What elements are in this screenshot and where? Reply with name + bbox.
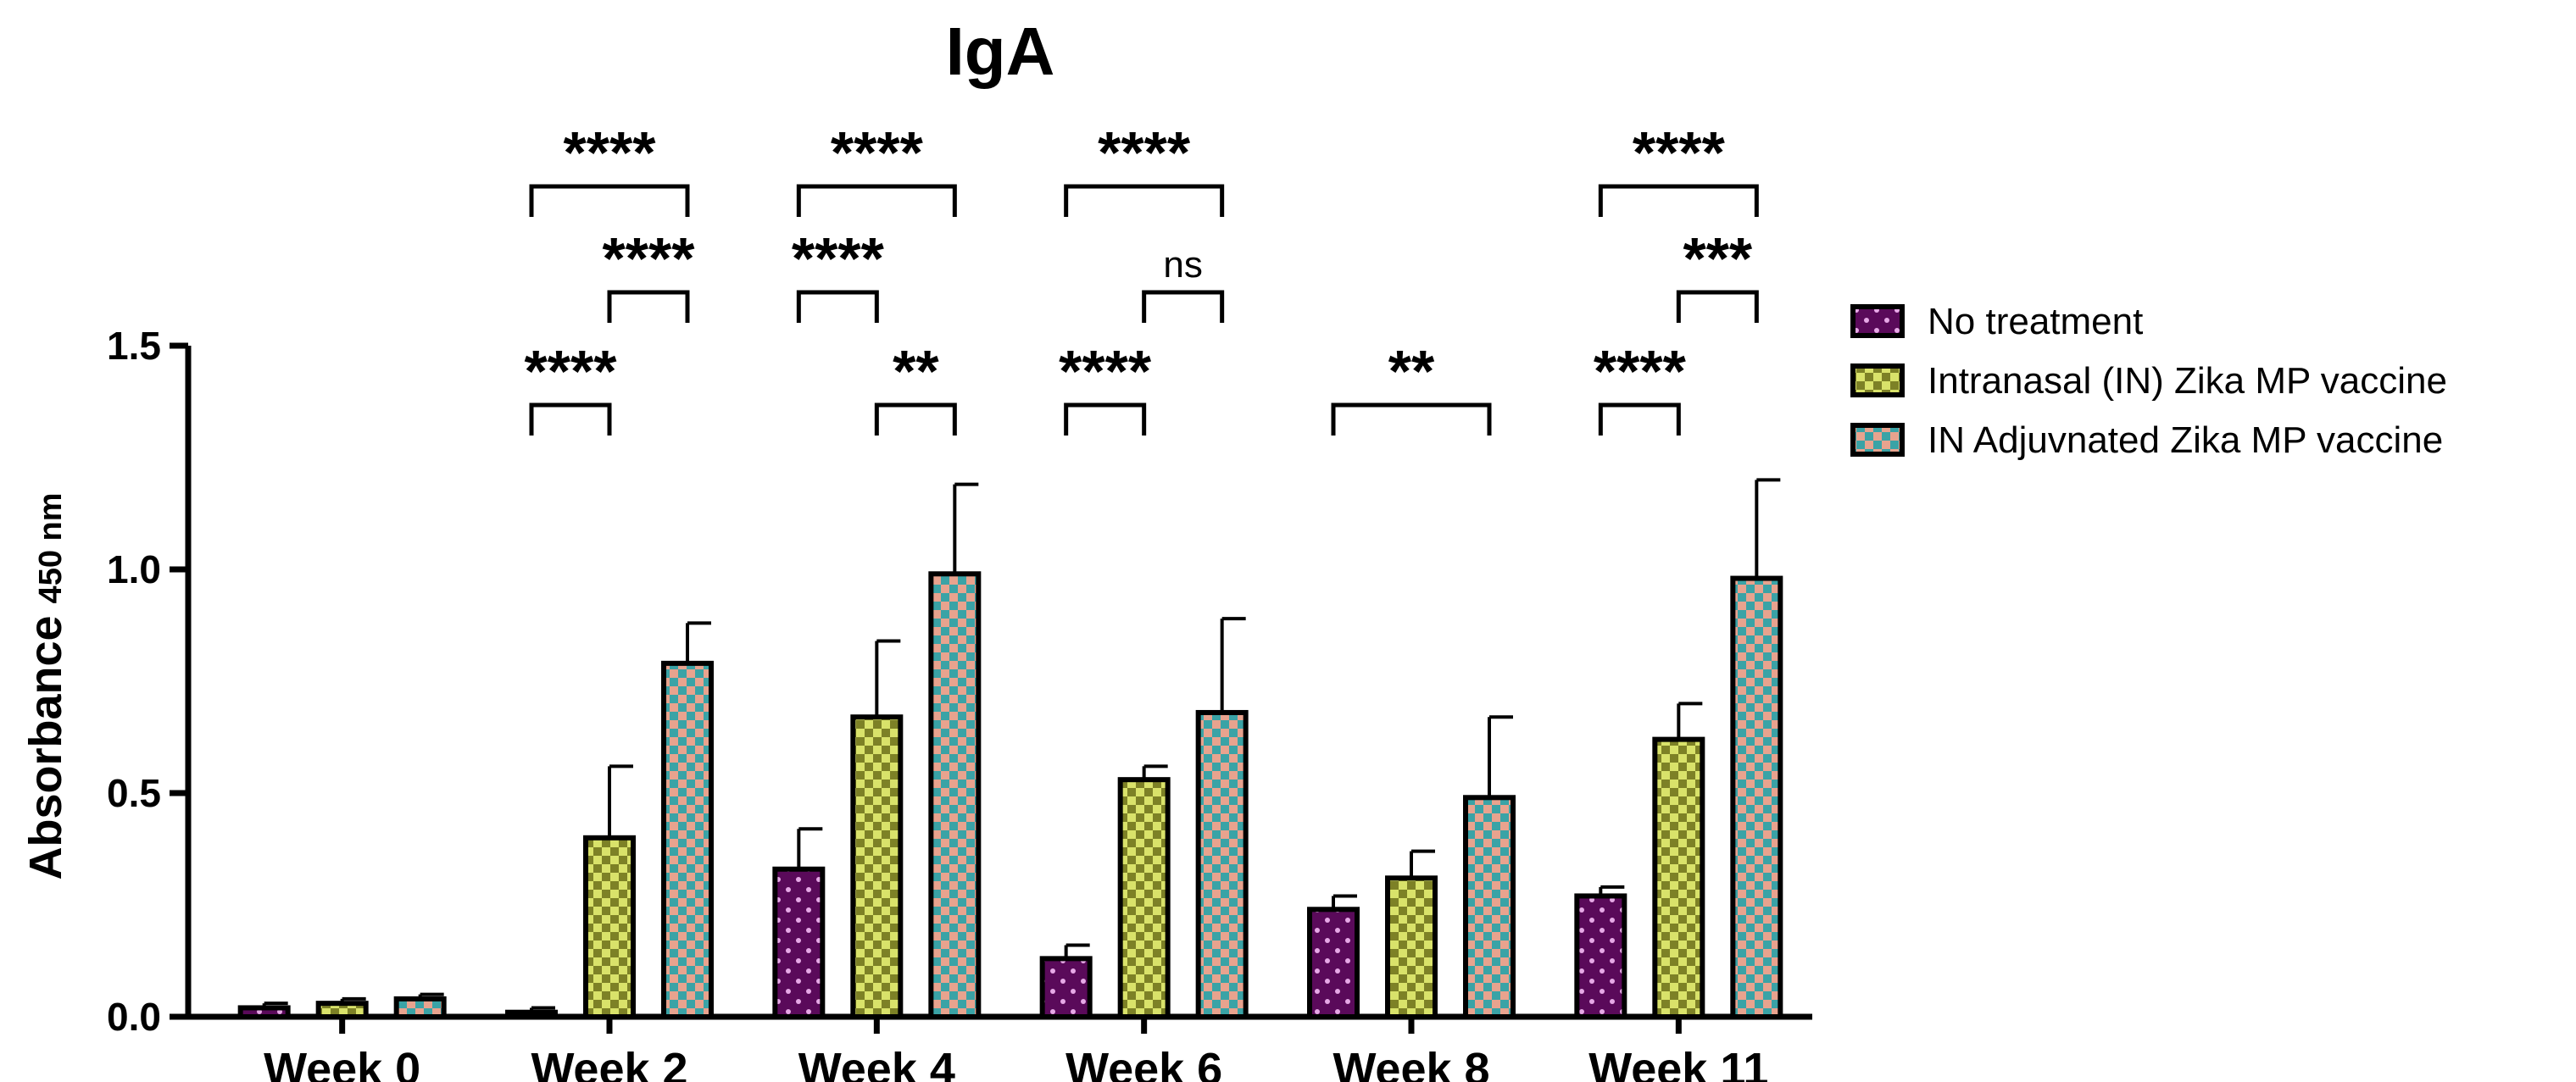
significance-bracket (1598, 184, 1759, 217)
legend-swatch (1850, 304, 1905, 338)
x-tick-label: Week 2 (531, 1044, 687, 1082)
legend-label: Intranasal (IN) Zika MP vaccine (1928, 360, 2447, 402)
legend-label: No treatment (1928, 301, 2143, 342)
bar (1652, 736, 1705, 1019)
y-axis-label-sub: 450 nm (33, 492, 69, 603)
legend-label: IN Adjuvnated Zika MP vaccine (1928, 419, 2443, 461)
significance-bracket (529, 402, 612, 436)
bar (928, 571, 982, 1019)
significance-bracket (1331, 402, 1492, 436)
x-tick-label: Week 11 (1588, 1044, 1768, 1082)
significance-bracket (1064, 402, 1147, 436)
x-tick-label: Week 6 (1065, 1044, 1222, 1082)
svg-text:Absorbance450 nm: Absorbance 450 nm (20, 492, 71, 879)
bar (1385, 875, 1438, 1019)
significance-bracket (529, 184, 690, 217)
bar (1195, 709, 1249, 1020)
y-tick-label: 0.0 (107, 995, 161, 1039)
significance-bracket (796, 184, 957, 217)
significance-label: **** (564, 119, 657, 186)
significance-label: *** (1683, 225, 1752, 291)
significance-label: **** (1633, 119, 1726, 186)
bar (393, 996, 447, 1020)
bar (505, 1009, 558, 1019)
y-axis-label: Absorbance 450 nm (20, 492, 71, 879)
significance-bracket (796, 290, 879, 323)
legend-swatch (1850, 423, 1905, 457)
significance-bracket (607, 290, 690, 323)
bar (583, 835, 636, 1019)
bar (1574, 893, 1627, 1019)
significance-label: **** (1594, 338, 1687, 404)
y-axis-label-main: Absorbance (20, 615, 71, 879)
significance-label: ** (893, 338, 939, 404)
y-tick-label: 1.0 (107, 547, 161, 591)
x-tick-label: Week 0 (264, 1044, 420, 1082)
significance-label: ** (1388, 338, 1435, 404)
y-tick-label: 0.5 (107, 771, 161, 815)
significance-bracket (1064, 184, 1225, 217)
bar (237, 1005, 291, 1019)
significance-label: **** (525, 338, 618, 404)
significance-label: **** (792, 225, 885, 291)
significance-bracket (1142, 290, 1225, 323)
bar (1039, 956, 1093, 1019)
x-tick-label: Week 4 (798, 1044, 955, 1082)
significance-bracket (1598, 402, 1681, 436)
bar (315, 1001, 369, 1020)
bar (1117, 777, 1171, 1019)
chart-title: IgA (946, 14, 1055, 89)
significance-label: ns (1163, 244, 1202, 286)
plot-area: 0.0 0.5 1.0 1.5 Week 0 Week 2 Week 4 Week 6 Week… (107, 119, 1812, 1082)
bar (1730, 575, 1783, 1019)
legend: No treatment Intranasal (IN) Zika MP vacc… (1850, 301, 2447, 461)
bar (850, 714, 904, 1019)
y-tick-label: 1.5 (107, 324, 161, 368)
bar (1463, 795, 1516, 1020)
significance-label: **** (831, 119, 924, 186)
x-tick-label: Week 8 (1333, 1044, 1489, 1082)
significance-bracket (874, 402, 957, 436)
significance-label: **** (1098, 119, 1191, 186)
significance-bracket (1676, 290, 1759, 323)
legend-swatch (1850, 363, 1905, 397)
significance-label: **** (603, 225, 696, 291)
significance-label: **** (1059, 338, 1152, 404)
bar (772, 866, 826, 1020)
bar (661, 660, 714, 1019)
bar (1307, 907, 1360, 1020)
